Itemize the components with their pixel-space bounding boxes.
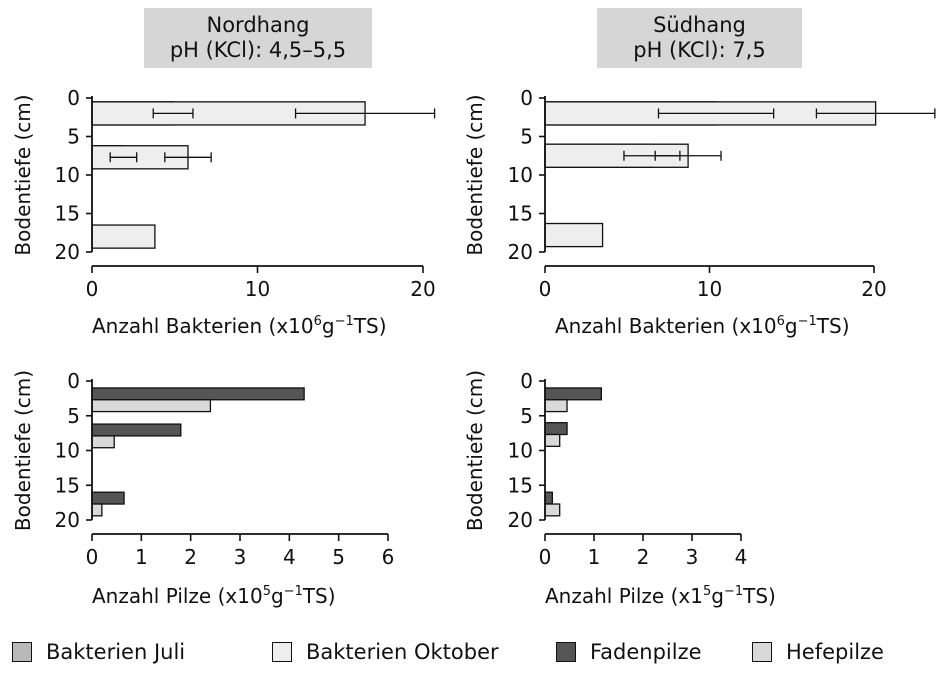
bar-hefepilze (544, 433, 561, 447)
bar-fadenpilze (91, 387, 305, 401)
bar-fadenpilze (544, 422, 568, 436)
y-tick-label: 20 (55, 508, 80, 532)
y-axis-label: Bodentiefe (cm) (11, 94, 35, 255)
x-tick-label: 3 (686, 545, 699, 569)
x-axis-label: Anzahl Pilze (x15g−1TS) (545, 584, 776, 608)
legend-swatch (272, 642, 292, 662)
x-tick-label: 5 (332, 545, 345, 569)
x-tick-label: 3 (234, 545, 247, 569)
y-tick-label: 0 (520, 369, 533, 393)
bar-fadenpilze (91, 423, 182, 437)
legend-swatch (752, 642, 772, 662)
panel-subtitle-line: pH (KCl): 7,5 (633, 38, 766, 62)
legend-label: Bakterien Oktober (306, 640, 499, 664)
y-tick-label: 10 (55, 163, 80, 187)
y-tick-label: 0 (67, 86, 80, 110)
panel-subtitle-line: pH (KCl): 4,5–5,5 (169, 38, 347, 62)
legend-item-fadenpilze: Fadenpilze (556, 640, 702, 664)
legend-label: Hefepilze (786, 640, 884, 664)
panel-title-nordhang: Nordhang pH (KCl): 4,5–5,5 (144, 8, 372, 68)
bar-hefepilze (544, 399, 568, 413)
panel-title-line: Südhang (653, 13, 746, 37)
legend: Bakterien Juli Bakterien Oktober Fadenpi… (12, 640, 937, 672)
y-tick-label: 10 (55, 439, 80, 463)
y-tick-label: 15 (508, 202, 533, 226)
y-axis-label: Bodentiefe (cm) (11, 370, 35, 531)
legend-label: Bakterien Juli (46, 640, 186, 664)
y-axis-label: Bodentiefe (cm) (463, 94, 487, 255)
x-tick-label: 10 (245, 277, 270, 301)
legend-swatch (556, 642, 576, 662)
y-tick-label: 5 (520, 404, 533, 428)
x-tick-label: 0 (539, 545, 552, 569)
x-tick-label: 20 (861, 277, 886, 301)
legend-label: Fadenpilze (590, 640, 702, 664)
bar-hefepilze (544, 503, 561, 517)
x-tick-label: 1 (135, 545, 148, 569)
x-axis-label: Anzahl Pilze (x105g−1TS) (92, 584, 336, 608)
x-tick-label: 2 (184, 545, 197, 569)
x-tick-label: 20 (410, 277, 435, 301)
bar-fadenpilze (91, 491, 125, 505)
y-tick-label: 5 (67, 404, 80, 428)
x-tick-label: 2 (637, 545, 650, 569)
y-tick-label: 5 (67, 125, 80, 149)
y-tick-label: 0 (520, 86, 533, 110)
y-axis-label: Bodentiefe (cm) (463, 370, 487, 531)
x-tick-label: 4 (735, 545, 748, 569)
y-tick-label: 15 (55, 473, 80, 497)
x-axis-label: Anzahl Bakterien (x106g−1TS) (92, 314, 387, 338)
legend-item-hefepilze: Hefepilze (752, 640, 884, 664)
panel-title-suedhang: Südhang pH (KCl): 7,5 (597, 8, 802, 68)
y-tick-label: 15 (508, 473, 533, 497)
x-tick-label: 6 (382, 545, 395, 569)
bar-fadenpilze (544, 491, 553, 505)
legend-swatch (12, 642, 32, 662)
legend-item-bakterien-juli: Bakterien Juli (12, 640, 185, 664)
x-axis-label: Anzahl Bakterien (x106g−1TS) (555, 314, 850, 338)
bar-fadenpilze (544, 387, 602, 401)
y-tick-label: 15 (55, 202, 80, 226)
y-tick-label: 10 (508, 439, 533, 463)
x-tick-label: 10 (697, 277, 722, 301)
bar-hefepilze (91, 503, 103, 517)
panel-title-line: Nordhang (206, 13, 310, 37)
x-tick-label: 0 (539, 277, 552, 301)
y-tick-label: 20 (508, 508, 533, 532)
y-tick-label: 20 (55, 240, 80, 264)
y-tick-label: 10 (508, 163, 533, 187)
bar-bakterien-oktober (544, 222, 604, 248)
x-tick-label: 0 (86, 545, 99, 569)
y-tick-label: 5 (520, 125, 533, 149)
x-tick-label: 4 (283, 545, 296, 569)
x-tick-label: 1 (588, 545, 601, 569)
y-tick-label: 20 (508, 240, 533, 264)
bar-hefepilze (91, 435, 115, 449)
legend-item-bakterien-oktober: Bakterien Oktober (272, 640, 499, 664)
bar-bakterien-oktober (91, 224, 156, 249)
bar-hefepilze (91, 399, 212, 413)
x-tick-label: 0 (86, 277, 99, 301)
y-tick-label: 0 (67, 369, 80, 393)
